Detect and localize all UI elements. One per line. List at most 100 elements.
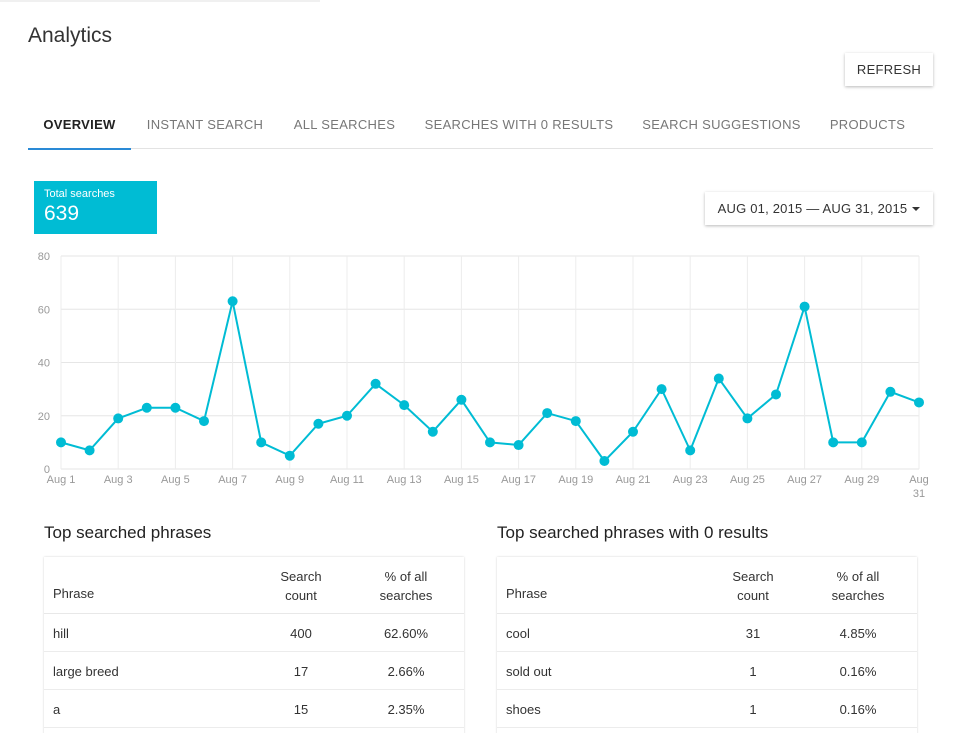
data-point [370, 378, 381, 389]
total-searches-value: 639 [44, 202, 80, 225]
x-tick-label: Aug 29 [844, 474, 879, 486]
data-point [771, 389, 781, 400]
data-point [399, 400, 410, 411]
zero-results-title: Top searched phrases with 0 results [497, 523, 769, 542]
data-point [427, 426, 438, 437]
cell-percent: 2.35% [387, 701, 425, 717]
data-point [56, 437, 66, 448]
x-tick-label: Aug 27 [787, 474, 822, 486]
y-tick-label: 80 [38, 251, 50, 263]
table-row[interactable]: large breed 17 2.66% [44, 652, 464, 690]
page-title: Analytics [28, 24, 113, 47]
date-range-label: AUG 01, 2015 — AUG 31, 2015 [717, 201, 908, 216]
tab-bar: OVERVIEW INSTANT SEARCH ALL SEARCHES SEA… [28, 100, 933, 150]
data-point [84, 445, 95, 456]
cell-percent: 62.60% [383, 625, 429, 641]
zero-results-table: Phrase Search count % of all searches co… [497, 557, 917, 733]
x-tick-label: Aug 1 [47, 474, 76, 486]
data-point [141, 402, 152, 413]
header-line: count [285, 588, 317, 603]
refresh-button[interactable]: REFRESH [845, 53, 933, 86]
cell-percent: 0.16% [839, 663, 877, 679]
table-row[interactable]: hill 400 62.60% [44, 614, 464, 652]
table-row[interactable]: shoes 1 0.16% [497, 690, 917, 728]
x-tick-label: Aug 7 [218, 474, 247, 486]
x-tick-label: Aug 21 [616, 474, 651, 486]
column-header-percent: % of all searches [813, 567, 903, 605]
cell-count: 15 [293, 701, 309, 717]
column-header-phrase: Phrase [53, 586, 95, 601]
tab-instant-search[interactable]: INSTANT SEARCH [146, 117, 264, 132]
y-tick-label: 20 [38, 411, 50, 423]
data-point [485, 437, 495, 448]
data-point [914, 397, 924, 408]
cell-phrase: large breed [53, 663, 119, 679]
x-tick-label-continued: 31 [913, 488, 925, 500]
top-phrases-title: Top searched phrases [44, 523, 212, 542]
cell-phrase: sold out [506, 663, 552, 679]
column-header-search-count: Search count [256, 567, 346, 605]
header-line: Search [280, 569, 322, 584]
date-range-dropdown[interactable]: AUG 01, 2015 — AUG 31, 2015 [705, 192, 933, 225]
x-tick-label: Aug 25 [730, 474, 765, 486]
x-tick-label: Aug 23 [673, 474, 708, 486]
column-header-percent: % of all searches [361, 567, 451, 605]
x-tick-label: Aug 13 [387, 474, 422, 486]
header-line: count [737, 588, 769, 603]
table-row[interactable]: cool 31 4.85% [497, 614, 917, 652]
data-point [456, 394, 467, 405]
tab-overview[interactable]: OVERVIEW [28, 100, 131, 150]
table-row[interactable]: a 15 2.35% [44, 690, 464, 728]
x-tick-label: Aug 15 [444, 474, 479, 486]
data-point [656, 384, 667, 395]
tab-all-searches[interactable]: ALL SEARCHES [293, 117, 396, 132]
table-row[interactable]: sold out 1 0.16% [497, 652, 917, 690]
table-header: Phrase Search count % of all searches [497, 557, 917, 614]
data-point [828, 437, 839, 448]
top-divider [0, 0, 320, 2]
tab-products[interactable]: PRODUCTS [829, 117, 906, 132]
table-header: Phrase Search count % of all searches [44, 557, 464, 614]
cell-percent: 0.16% [839, 701, 877, 717]
data-point [599, 456, 610, 467]
data-point [742, 413, 753, 424]
x-tick-label: Aug 9 [275, 474, 304, 486]
cell-count: 31 [745, 625, 761, 641]
x-tick-label: Aug 19 [558, 474, 593, 486]
data-point [570, 416, 581, 427]
header-line: searches [831, 588, 885, 603]
data-point [113, 413, 124, 424]
data-point [227, 296, 238, 307]
total-searches-label: Total searches [44, 188, 115, 200]
tab-searches-with-0-results[interactable]: SEARCHES WITH 0 RESULTS [424, 117, 614, 132]
series-line [60, 301, 920, 463]
cell-phrase: hill [53, 625, 69, 641]
cell-phrase: a [53, 701, 61, 717]
x-tick-label: Aug 5 [161, 474, 190, 486]
column-header-search-count: Search count [708, 567, 798, 605]
data-point [713, 373, 724, 384]
header-line: Search [732, 569, 774, 584]
y-tick-label: 40 [38, 358, 50, 370]
cell-percent: 2.66% [387, 663, 425, 679]
cell-count: 17 [293, 663, 309, 679]
searches-line-chart: 0 20 40 60 80 Aug 1 Aug 3 Aug 5 Aug 7 Aug 9 Aug 11… [38, 251, 929, 500]
top-phrases-table: Phrase Search count % of all searches hi… [44, 557, 464, 733]
data-point [513, 440, 524, 451]
data-point [170, 402, 181, 413]
data-point [685, 445, 696, 456]
cell-count: 400 [290, 625, 312, 641]
x-tick-label: Aug 17 [501, 474, 536, 486]
cell-count: 1 [749, 663, 757, 679]
header-line: % of all [836, 569, 880, 584]
x-tick-label: Aug [909, 474, 929, 486]
caret-down-icon [912, 206, 921, 211]
cell-phrase: shoes [506, 701, 541, 717]
data-point [628, 426, 638, 437]
header-line: % of all [384, 569, 428, 584]
tab-search-suggestions[interactable]: SEARCH SUGGESTIONS [642, 117, 801, 132]
header-line: searches [379, 588, 433, 603]
data-point [856, 437, 867, 448]
data-point [542, 408, 553, 419]
cell-percent: 4.85% [839, 625, 877, 641]
